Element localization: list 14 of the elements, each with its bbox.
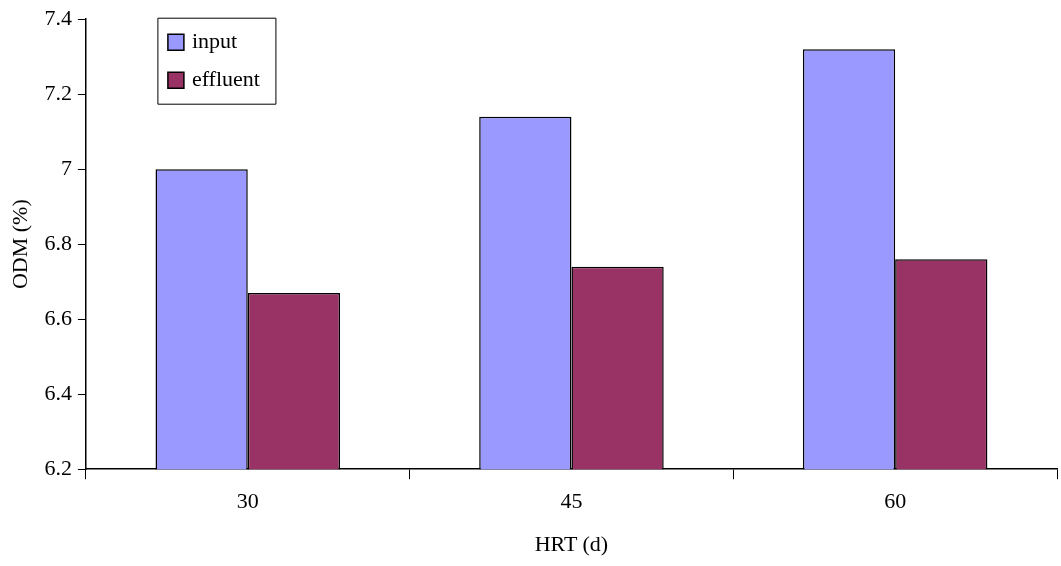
y-tick-label: 6.2 <box>44 454 72 480</box>
y-tick-label: 7 <box>60 154 72 180</box>
y-tick-label: 7.2 <box>44 79 72 105</box>
y-axis-title: ODM (%) <box>6 199 32 290</box>
y-tick-label: 7.4 <box>44 4 72 30</box>
y-tick-label: 6.6 <box>44 304 72 330</box>
legend-label: effluent <box>191 65 260 91</box>
x-tick-label: 45 <box>560 488 583 514</box>
x-tick-label: 60 <box>884 488 907 514</box>
x-axis-title: HRT (d) <box>534 530 609 556</box>
legend-label: input <box>191 27 238 53</box>
y-tick-label: 6.4 <box>44 379 72 405</box>
x-tick-label: 30 <box>236 488 259 514</box>
y-tick-label: 6.8 <box>44 229 72 255</box>
